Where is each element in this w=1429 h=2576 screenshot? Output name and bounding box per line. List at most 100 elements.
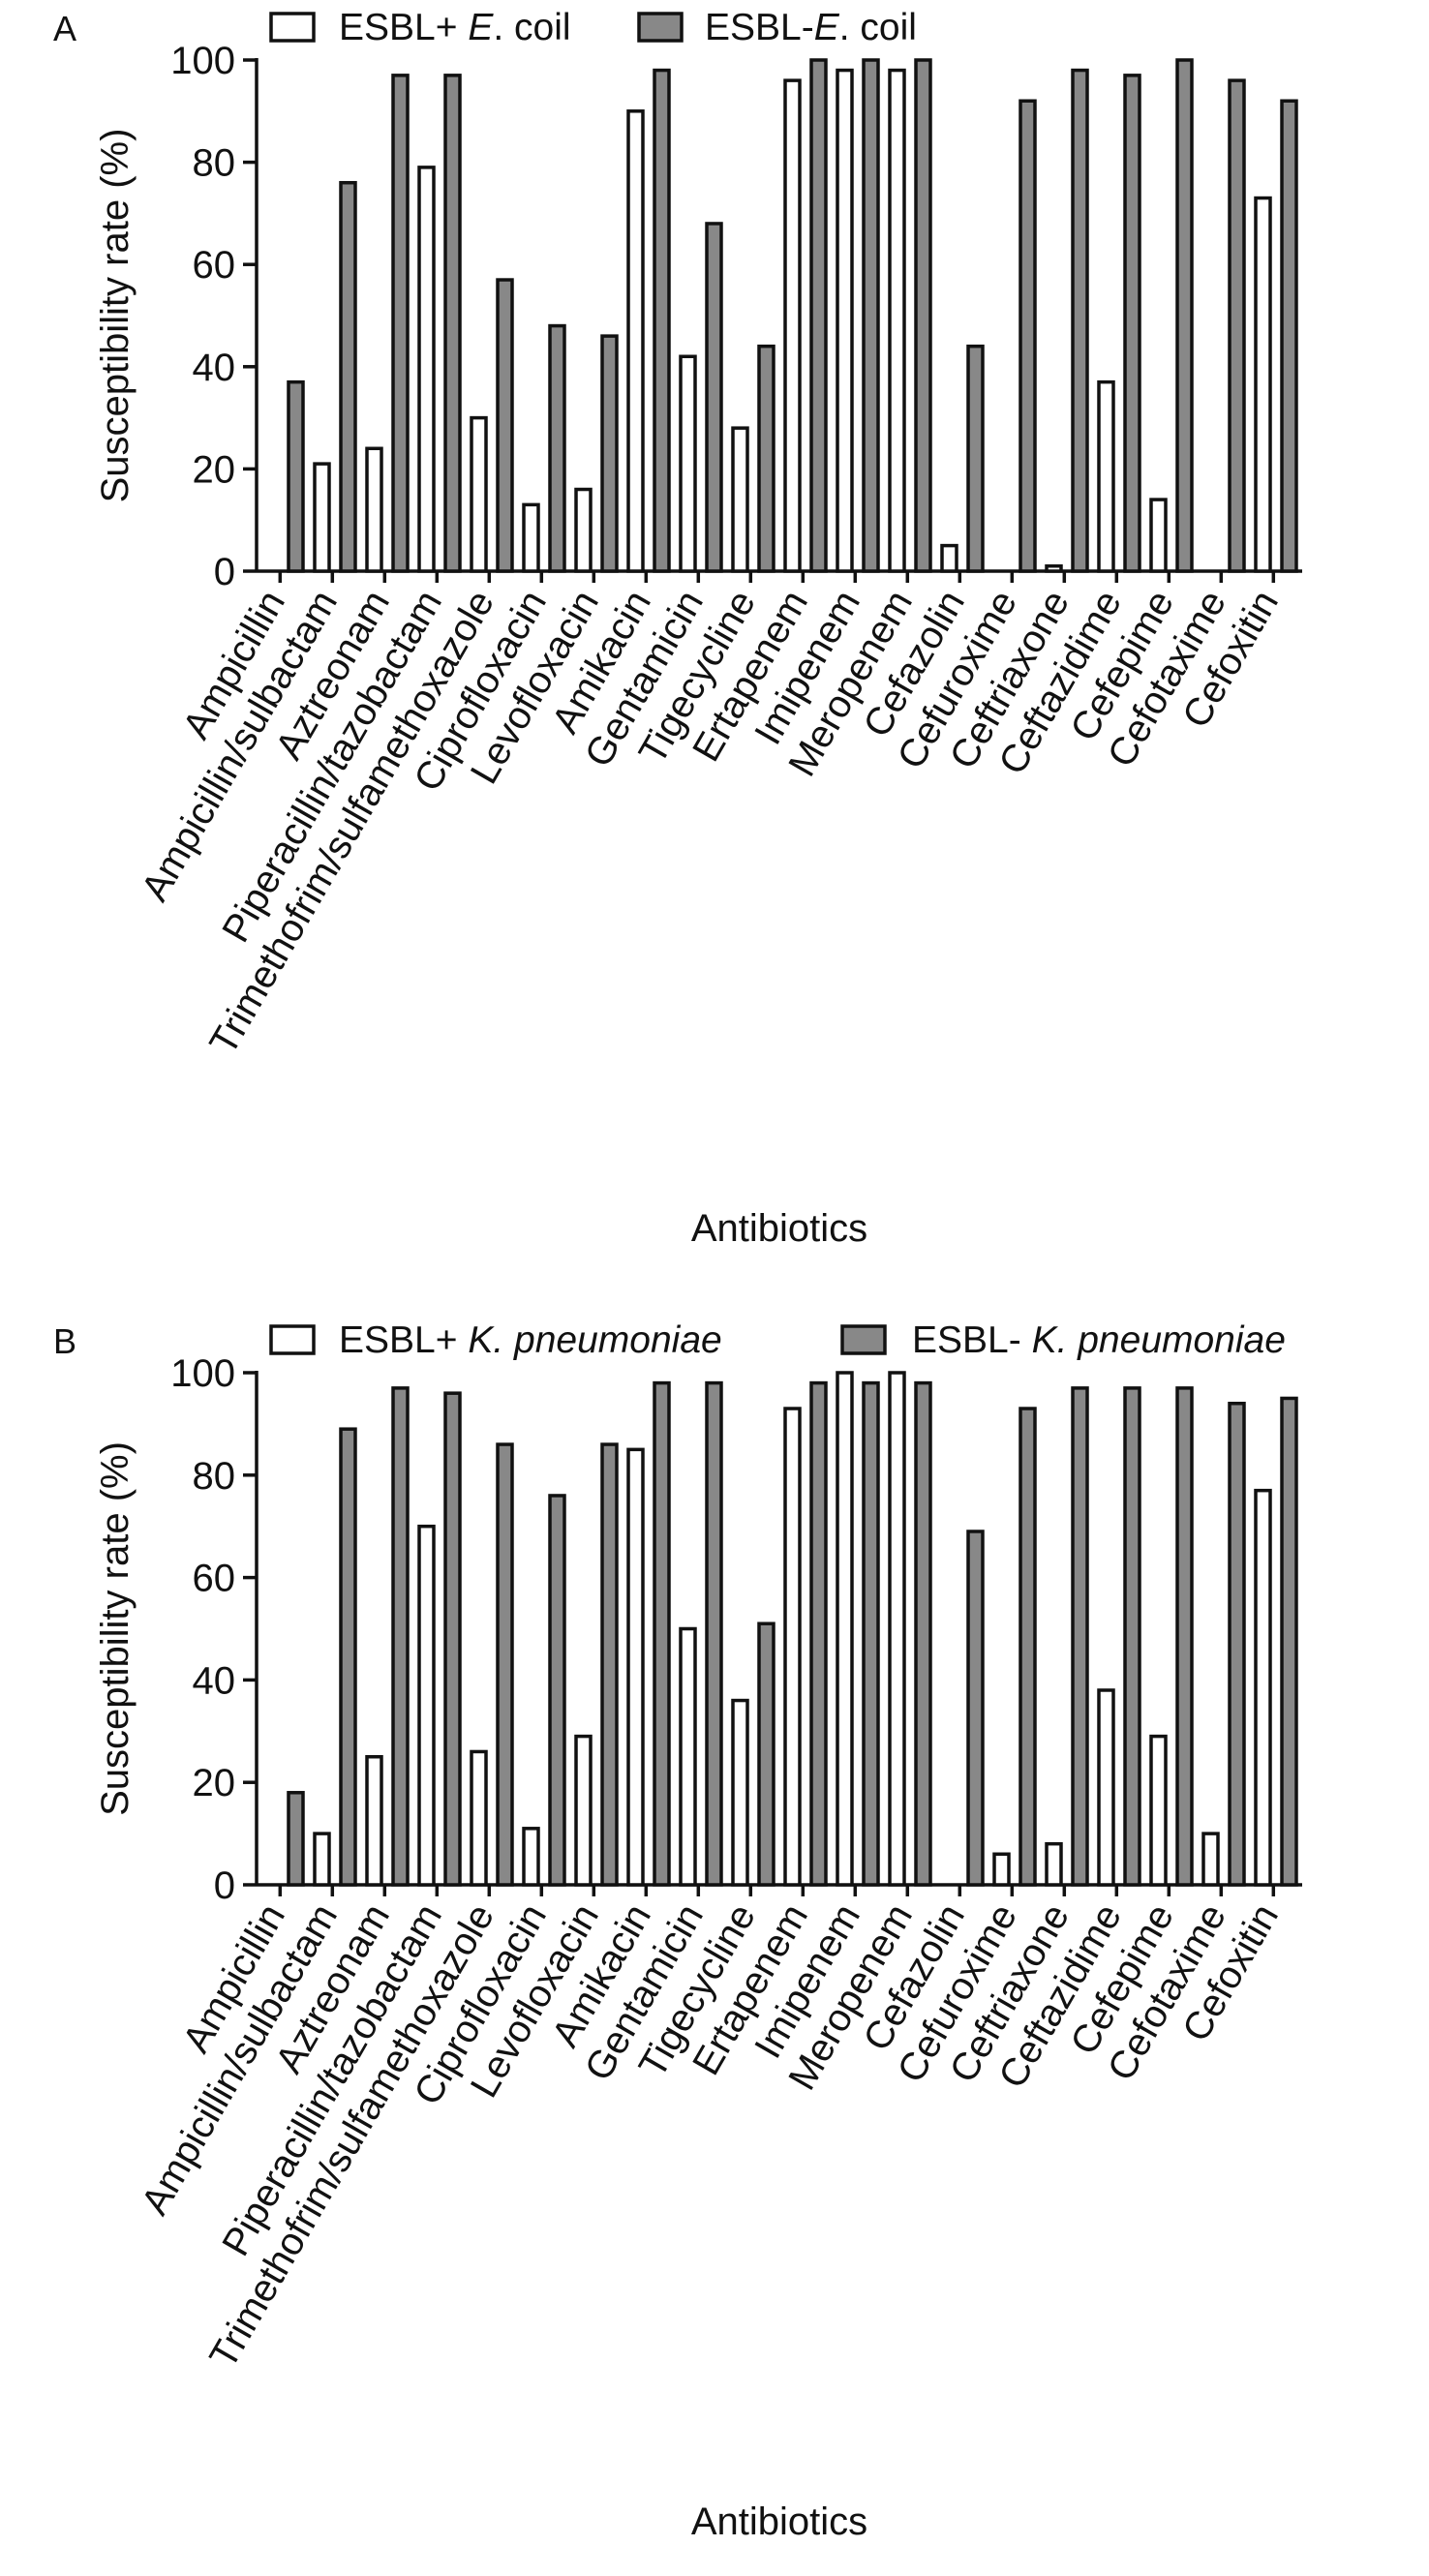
bar-ertapenem-esbl-negative [809, 58, 828, 573]
y-tick-label: 20 [193, 1762, 236, 1804]
bar-aztreonam-esbl-negative [391, 1386, 410, 1887]
legend-swatch [269, 1324, 316, 1355]
legend-label: ESBL-E. coil [705, 7, 917, 48]
bar-cefoxitin-esbl-positive [1254, 196, 1272, 573]
bar-cefoxitin-esbl-negative [1280, 99, 1298, 573]
bar-levofloxacin-esbl-positive [574, 487, 593, 573]
bar-ertapenem-esbl-positive [783, 78, 802, 573]
bar-ciprofloxacin-esbl-positive [522, 1827, 540, 1887]
bar-tigecycline-esbl-negative [757, 1621, 775, 1887]
y-tick-label: 100 [170, 40, 235, 82]
bar-cefazolin-esbl-negative [966, 344, 985, 573]
bar-tigecycline-esbl-positive [731, 426, 749, 573]
bar-levofloxacin-esbl-positive [574, 1734, 593, 1887]
bar-imipenem-esbl-positive [836, 1371, 854, 1887]
bar-piperacillin-tazobactam-esbl-negative [443, 1391, 462, 1887]
bar-ceftazidime-esbl-negative [1123, 1386, 1141, 1887]
y-tick-label: 40 [193, 1659, 236, 1702]
bar-meropenem-esbl-negative [914, 58, 932, 573]
bar-ertapenem-esbl-negative [809, 1380, 828, 1887]
bar-trimethofrim-sulfamethoxazole-esbl-negative [496, 1442, 514, 1887]
bar-imipenem-esbl-negative [862, 58, 880, 573]
panel-label: B [53, 1321, 76, 1361]
bar-gentamicin-esbl-negative [705, 1380, 723, 1887]
bar-imipenem-esbl-negative [862, 1380, 880, 1887]
bar-tigecycline-esbl-positive [731, 1698, 749, 1887]
bar-aztreonam-esbl-negative [391, 74, 410, 573]
bar-ampicillin-sulbactam-esbl-positive [313, 462, 331, 573]
bar-ceftriaxone-esbl-negative [1071, 68, 1089, 573]
bar-cefotaxime-esbl-positive [1201, 1832, 1220, 1887]
y-tick-label: 20 [193, 448, 236, 491]
x-axis-title: Antibiotics [691, 2500, 867, 2543]
bar-ceftazidime-esbl-negative [1123, 74, 1141, 573]
y-tick-label: 0 [214, 551, 235, 593]
bar-ampicillin-sulbactam-esbl-negative [339, 1427, 357, 1887]
bar-cefepime-esbl-positive [1149, 498, 1168, 573]
bar-levofloxacin-esbl-negative [600, 1442, 619, 1887]
bar-ciprofloxacin-esbl-positive [522, 502, 540, 573]
bar-ampicillin-esbl-negative [287, 1791, 305, 1887]
y-tick-label: 40 [193, 347, 236, 389]
bar-amikacin-esbl-negative [653, 1380, 671, 1887]
bar-cefotaxime-esbl-negative [1228, 1401, 1246, 1887]
bar-piperacillin-tazobactam-esbl-negative [443, 74, 462, 573]
bar-trimethofrim-sulfamethoxazole-esbl-negative [496, 278, 514, 573]
bar-ceftriaxone-esbl-positive [1045, 1841, 1063, 1887]
legend-swatch [840, 1324, 887, 1355]
bar-aztreonam-esbl-positive [365, 1755, 383, 1887]
bar-cefoxitin-esbl-positive [1254, 1488, 1272, 1887]
chart-panel-b: B ESBL+ K. pneumoniae ESBL- K. pneumoniae 0… [53, 1319, 1302, 2543]
legend-swatch [637, 12, 684, 43]
legend-label: ESBL- K. pneumoniae [912, 1319, 1286, 1361]
bar-aztreonam-esbl-positive [365, 446, 383, 573]
bar-ceftriaxone-esbl-positive [1045, 563, 1063, 573]
bar-cefepime-esbl-negative [1175, 1386, 1194, 1887]
panel-label: A [53, 9, 76, 48]
bar-gentamicin-esbl-positive [679, 1626, 697, 1887]
bar-trimethofrim-sulfamethoxazole-esbl-positive [470, 1749, 488, 1887]
bar-trimethofrim-sulfamethoxazole-esbl-positive [470, 415, 488, 573]
y-tick-label: 100 [170, 1352, 235, 1395]
bar-piperacillin-tazobactam-esbl-positive [417, 1524, 436, 1887]
bar-ampicillin-sulbactam-esbl-negative [339, 180, 357, 573]
bar-cefuroxime-esbl-negative [1019, 1407, 1037, 1887]
bar-cefepime-esbl-positive [1149, 1734, 1168, 1887]
bar-ciprofloxacin-esbl-negative [548, 1494, 566, 1887]
bar-ampicillin-esbl-negative [287, 379, 305, 573]
bar-tigecycline-esbl-negative [757, 344, 775, 573]
bar-levofloxacin-esbl-negative [600, 334, 619, 573]
y-axis-title: Susceptibility rate (%) [94, 129, 137, 503]
y-axis-title: Susceptibility rate (%) [94, 1441, 137, 1816]
bar-ceftriaxone-esbl-negative [1071, 1386, 1089, 1887]
bar-cefuroxime-esbl-positive [992, 1852, 1011, 1887]
legend-swatch [269, 12, 316, 43]
y-tick-label: 60 [193, 244, 236, 287]
bar-ceftazidime-esbl-positive [1097, 379, 1115, 573]
y-tick-label: 80 [193, 1455, 236, 1498]
bar-piperacillin-tazobactam-esbl-positive [417, 166, 436, 573]
bar-gentamicin-esbl-negative [705, 222, 723, 573]
chart-panel-a: A ESBL+ E. coil ESBL-E. coil 0 20 40 60 80 100 Su… [53, 7, 1302, 1250]
bar-cefazolin-esbl-positive [940, 543, 958, 573]
bar-cefoxitin-esbl-negative [1280, 1396, 1298, 1887]
bar-meropenem-esbl-positive [888, 68, 906, 573]
y-tick-label: 0 [214, 1864, 235, 1907]
bar-imipenem-esbl-positive [836, 68, 854, 573]
bar-ceftazidime-esbl-positive [1097, 1688, 1115, 1887]
bar-amikacin-esbl-positive [626, 1447, 645, 1887]
y-tick-label: 80 [193, 142, 236, 185]
legend-label: ESBL+ K. pneumoniae [339, 1319, 722, 1361]
bar-cefazolin-esbl-negative [966, 1530, 985, 1887]
bar-cefepime-esbl-negative [1175, 58, 1194, 573]
bar-cefotaxime-esbl-negative [1228, 78, 1246, 573]
y-tick-label: 60 [193, 1558, 236, 1600]
bar-ertapenem-esbl-positive [783, 1407, 802, 1887]
x-axis-title: Antibiotics [691, 1207, 867, 1250]
bar-ciprofloxacin-esbl-negative [548, 323, 566, 573]
bar-amikacin-esbl-positive [626, 109, 645, 573]
bar-ampicillin-sulbactam-esbl-positive [313, 1832, 331, 1887]
bar-meropenem-esbl-positive [888, 1371, 906, 1887]
legend-label: ESBL+ E. coil [339, 7, 571, 48]
